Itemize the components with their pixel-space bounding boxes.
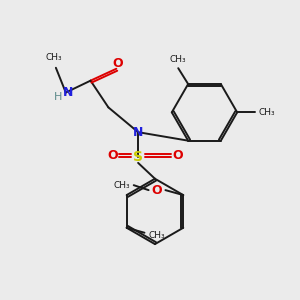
Text: O: O — [107, 149, 118, 162]
Text: CH₃: CH₃ — [259, 108, 275, 117]
Text: N: N — [133, 126, 143, 139]
Text: CH₃: CH₃ — [46, 53, 62, 62]
Text: O: O — [172, 149, 183, 162]
Text: CH₃: CH₃ — [113, 181, 130, 190]
Text: N: N — [63, 86, 73, 99]
Text: CH₃: CH₃ — [148, 231, 165, 240]
Text: O: O — [112, 57, 123, 70]
Text: H: H — [54, 92, 62, 101]
Text: O: O — [151, 184, 162, 196]
Text: S: S — [133, 150, 143, 164]
Text: CH₃: CH₃ — [170, 55, 187, 64]
